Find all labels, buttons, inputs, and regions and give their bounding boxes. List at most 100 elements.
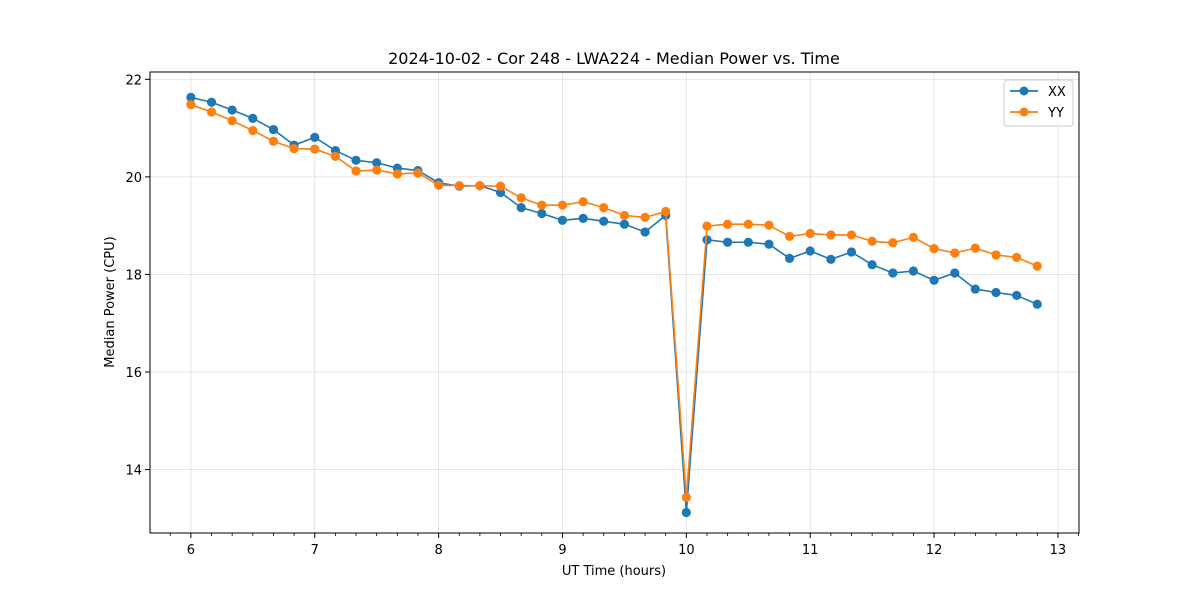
data-point-xx	[888, 268, 898, 278]
data-point-yy	[186, 100, 196, 110]
legend: XX YY	[1003, 79, 1074, 127]
data-point-xx	[908, 266, 918, 276]
data-point-xx	[310, 132, 320, 142]
data-point-yy	[310, 144, 320, 154]
data-point-yy	[227, 116, 237, 126]
data-point-yy	[454, 181, 464, 191]
x-tick-label: 11	[802, 543, 819, 558]
data-point-xx	[1032, 299, 1042, 309]
data-point-yy	[929, 243, 939, 254]
y-tick-label: 14	[125, 464, 142, 479]
data-point-xx	[826, 254, 836, 264]
data-point-xx	[991, 287, 1001, 298]
data-point-xx	[557, 215, 568, 225]
series-layer	[186, 92, 1042, 518]
data-point-yy	[434, 180, 444, 190]
data-point-yy	[206, 107, 217, 117]
plot-frame	[149, 71, 1080, 534]
data-point-yy	[1012, 252, 1022, 262]
x-tick-label: 8	[434, 543, 442, 558]
legend-marker-yy	[1019, 107, 1029, 117]
data-point-yy	[681, 492, 691, 502]
legend-marker-xx	[1019, 86, 1029, 96]
series-line-xx	[190, 96, 1038, 514]
data-point-xx	[702, 235, 712, 245]
data-point-yy	[640, 212, 650, 222]
data-point-yy	[826, 230, 836, 240]
data-point-yy	[784, 231, 795, 241]
data-point-xx	[1012, 290, 1022, 301]
x-axis: 6 7 8 9 10 11 12 13	[169, 533, 1079, 558]
y-tick-label: 20	[125, 171, 142, 186]
series-yy	[186, 100, 1042, 502]
x-tick-label: 6	[187, 543, 195, 558]
data-point-xx	[970, 284, 980, 294]
data-point-yy	[950, 248, 960, 258]
data-point-yy	[908, 232, 918, 242]
data-point-yy	[413, 168, 423, 178]
x-tick-label: 9	[558, 543, 566, 558]
series-line-yy	[190, 103, 1038, 499]
data-point-xx	[764, 239, 774, 249]
data-point-yy	[619, 210, 630, 221]
x-tick-label: 7	[311, 543, 319, 558]
data-point-yy	[661, 206, 671, 217]
data-point-yy	[805, 228, 815, 239]
data-point-yy	[248, 125, 258, 136]
data-point-xx	[578, 213, 588, 223]
data-point-xx	[495, 187, 506, 198]
data-point-xx	[867, 260, 877, 270]
data-point-xx	[206, 97, 217, 107]
data-point-yy	[268, 136, 279, 146]
y-tick-label: 22	[125, 73, 142, 88]
data-point-yy	[743, 219, 753, 229]
data-point-xx	[372, 158, 382, 168]
y-axis-label: Median Power (CPU)	[103, 236, 118, 367]
data-point-yy	[495, 181, 506, 191]
data-point-xx	[248, 113, 258, 123]
data-point-yy	[764, 220, 774, 230]
x-axis-label: UT Time (hours)	[562, 564, 666, 579]
data-point-xx	[784, 253, 795, 263]
data-point-yy	[1032, 261, 1042, 271]
x-tick-label: 12	[926, 543, 943, 558]
y-tick-label: 16	[125, 366, 142, 381]
data-point-yy	[888, 238, 898, 248]
data-point-yy	[867, 236, 877, 246]
data-point-xx	[268, 124, 279, 135]
legend-label-yy: YY	[1047, 106, 1064, 121]
data-point-xx	[681, 507, 691, 518]
data-point-yy	[289, 143, 299, 154]
data-point-xx	[516, 203, 526, 213]
data-point-yy	[475, 181, 485, 191]
data-point-xx	[186, 92, 196, 102]
data-point-xx	[599, 216, 609, 226]
grid	[150, 72, 1079, 533]
chart-title: 2024-10-02 - Cor 248 - LWA224 - Median P…	[388, 49, 840, 68]
data-point-xx	[929, 275, 939, 285]
data-point-yy	[599, 203, 609, 213]
data-point-yy	[351, 166, 361, 176]
data-point-yy	[557, 200, 568, 210]
data-point-xx	[351, 155, 361, 165]
data-point-yy	[372, 165, 382, 175]
data-point-yy	[537, 200, 547, 210]
data-point-xx	[846, 247, 857, 257]
data-point-yy	[392, 169, 402, 179]
data-point-yy	[516, 193, 526, 203]
data-point-yy	[722, 219, 733, 229]
data-point-xx	[805, 246, 815, 256]
x-tick-label: 10	[678, 543, 695, 558]
y-axis: 14 16 18 20 22	[125, 73, 150, 479]
data-point-yy	[846, 230, 857, 240]
legend-label-xx: XX	[1048, 85, 1066, 100]
x-tick-label: 13	[1050, 543, 1067, 558]
data-point-xx	[640, 227, 650, 237]
data-point-yy	[330, 151, 341, 161]
data-point-xx	[743, 237, 753, 247]
data-point-xx	[722, 237, 733, 247]
data-point-yy	[578, 197, 588, 207]
data-point-xx	[227, 105, 237, 115]
data-point-xx	[619, 219, 630, 229]
